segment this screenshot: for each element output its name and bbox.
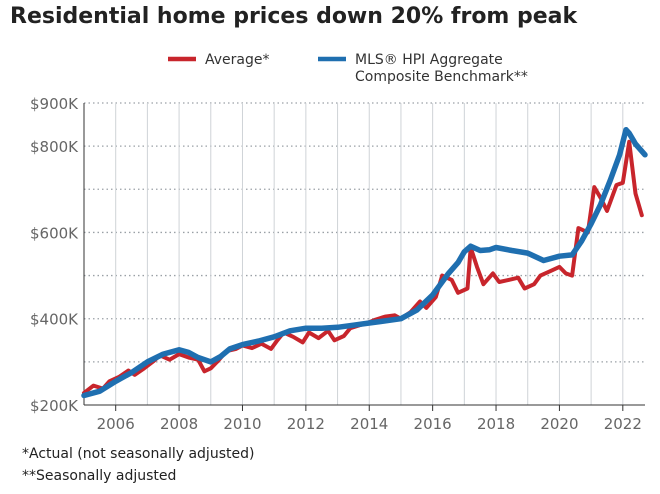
y-tick-label: $900K xyxy=(30,95,79,113)
y-tick-labels: $200K $400K $600K $800K $900K xyxy=(30,95,79,415)
footnote-actual: *Actual (not seasonally adjusted) xyxy=(22,446,255,462)
legend: Average* MLS® HPI Aggregate Composite Be… xyxy=(168,52,528,85)
legend-average-label: Average* xyxy=(205,52,270,68)
x-tick-label: 2014 xyxy=(350,415,388,433)
x-tick-labels: 2006 2008 2010 2012 2014 2016 2018 2020 2022 xyxy=(97,405,642,433)
y-tick-label: $600K xyxy=(30,224,79,242)
x-tick-label: 2018 xyxy=(477,415,515,433)
axes xyxy=(83,103,645,406)
x-tick-label: 2016 xyxy=(414,415,452,433)
x-tick-label: 2008 xyxy=(160,415,198,433)
x-tick-label: 2010 xyxy=(223,415,261,433)
series-mls-hpi-line xyxy=(81,126,648,399)
legend-mls-label-line2: Composite Benchmark** xyxy=(355,69,528,85)
y-tick-label: $200K xyxy=(30,397,79,415)
legend-mls-label-line1: MLS® HPI Aggregate xyxy=(355,52,503,68)
footnote-seasonal: **Seasonally adjusted xyxy=(22,468,177,484)
x-tick-label: 2006 xyxy=(97,415,135,433)
x-tick-label: 2020 xyxy=(540,415,578,433)
x-tick-label: 2022 xyxy=(604,415,642,433)
series-lines xyxy=(81,126,648,399)
grid-lines xyxy=(84,102,645,405)
y-tick-label: $400K xyxy=(30,311,79,329)
chart-title: Residential home prices down 20% from pe… xyxy=(10,4,578,29)
y-tick-label: $800K xyxy=(30,138,79,156)
x-tick-label: 2012 xyxy=(287,415,325,433)
